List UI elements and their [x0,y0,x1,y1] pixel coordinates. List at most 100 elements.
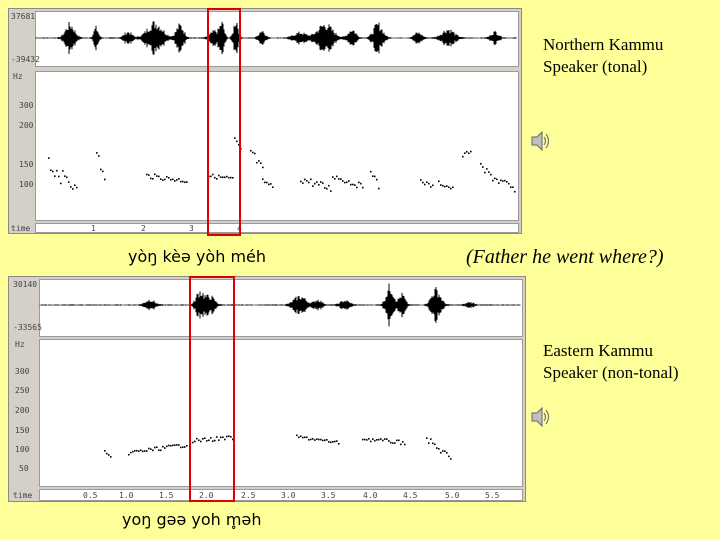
pitch-point [200,440,202,443]
pitch-point [178,444,180,446]
pitch-unit-label: Hz [13,72,23,81]
pitch-point [494,177,496,180]
pitch-point [404,443,406,446]
pitch-point [176,444,178,446]
pitch-point [234,137,236,139]
pitch-point [138,450,140,452]
pitch-point [156,446,158,448]
pitch-point [104,450,106,452]
caption-northern-line1: Northern Kammu [543,35,664,54]
pitch-point [322,182,324,184]
pitch-point [220,436,222,439]
pitch-point [484,171,486,174]
pitch-point [378,438,380,441]
pitch-point [224,176,226,179]
pitch-point [178,178,180,180]
pitch-point [322,439,324,442]
pitch-point [318,183,320,186]
pitch-point [388,440,390,442]
pitch-point [214,176,216,179]
pitch-point [270,183,272,185]
pitch-point [58,175,60,178]
pitch-point [134,450,136,452]
pitch-point [222,436,224,438]
pitch-point [210,175,212,178]
pitch-point [446,452,448,454]
pitch-point [362,438,364,441]
pitch-point [464,152,466,154]
pitch-point [48,157,50,159]
pitch-point [304,436,306,439]
pitch-tick-label: 300 [15,367,30,376]
pitch-point [210,437,212,439]
pitch-point [488,171,490,173]
pitch-point [186,445,188,447]
pitch-point [150,448,152,450]
pitch-point [208,439,210,442]
time-tick-label: 1.5 [159,491,174,500]
pitch-point [228,435,230,437]
pitch-point [486,168,488,170]
pitch-point [508,182,510,185]
pitch-point [366,439,368,441]
time-tick-label: 2.0 [199,491,214,500]
pitch-point [298,436,300,439]
pitch-point [226,435,228,438]
pitch-point [176,179,178,181]
pitch-point [154,173,156,176]
speaker-icon[interactable] [530,128,552,154]
pitch-point [394,442,396,444]
pitch-point [252,151,254,154]
time-tick-label: 3.0 [281,491,296,500]
pitch-point [50,169,52,172]
pitch-point [438,180,440,183]
time-axis [39,489,523,501]
pitch-point [432,184,434,187]
pitch-point [336,175,338,178]
pitch-point [436,447,438,449]
pitch-point [432,442,434,445]
pitch-point [334,440,336,443]
pitch-point [164,447,166,449]
pitch-point [192,441,194,444]
pitch-point [452,186,454,188]
pitch-point [506,181,508,183]
pitch-point [342,180,344,182]
pitch-point [450,458,452,460]
pitch-point [376,178,378,181]
pitch-point [272,186,274,188]
pitch-point [398,439,400,442]
pitch-point [468,152,470,155]
pitch-point [182,180,184,183]
pitch-point [444,450,446,452]
waveform-min-label: -39432 [11,55,40,64]
pitch-point [262,166,264,169]
pitch-point [230,436,232,438]
pitch-point [374,439,376,442]
pitch-point [130,451,132,454]
pitch-point [214,439,216,442]
pitch-point [224,438,226,441]
pitch-point [358,181,360,184]
pitch-point [386,438,388,440]
pitch-point [320,438,322,441]
pitch-point [316,181,318,183]
pitch-contour-northern [48,137,516,193]
pitch-point [258,160,260,162]
pitch-point [226,175,228,178]
pitch-point [164,178,166,181]
pitch-point [146,173,148,176]
pitch-tick-label: 150 [19,160,34,169]
caption-northern-line2: Speaker (tonal) [543,57,648,76]
pitch-point [304,178,306,181]
pitch-point [374,175,376,178]
speaker-icon[interactable] [530,404,552,430]
pitch-point [180,446,182,449]
time-tick-label: 4.0 [363,491,378,500]
waveform-max-label: 30140 [13,280,38,289]
pitch-point [360,182,362,185]
pitch-point [70,186,72,188]
pitch-point [514,190,516,193]
pitch-point [150,177,152,180]
pitch-point [378,187,380,190]
